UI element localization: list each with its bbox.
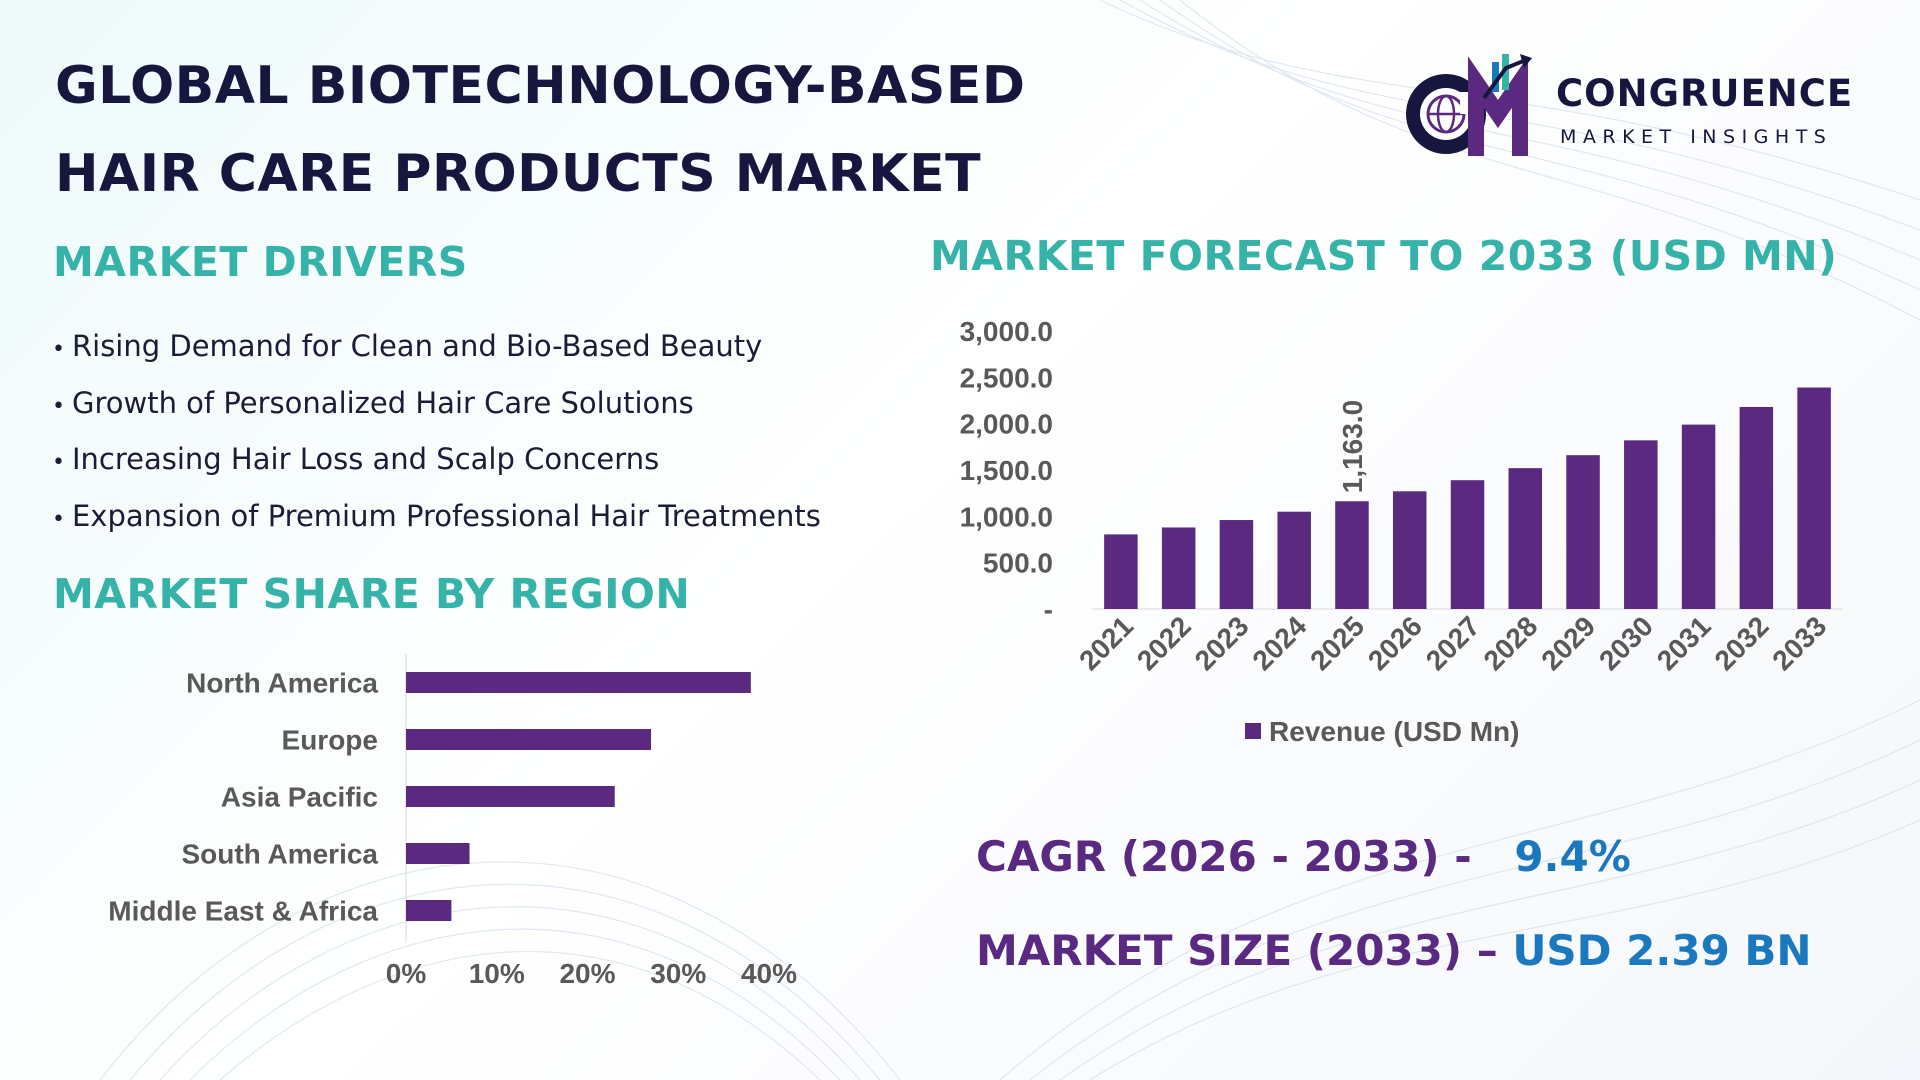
- forecast-bar: [1277, 511, 1311, 609]
- logo-name: CONGRUENCE: [1556, 72, 1854, 115]
- forecast-data-label: 1,163.0: [1337, 400, 1368, 493]
- region-bar: [406, 786, 615, 807]
- region-x-tick-label: 20%: [559, 958, 615, 989]
- forecast-x-tick-label: 2033: [1766, 610, 1832, 676]
- forecast-bar: [1681, 424, 1716, 609]
- cagr-label: CAGR (2026 - 2033) -: [976, 832, 1472, 881]
- forecast-y-tick-label: 3,000.0: [960, 316, 1053, 347]
- forecast-x-tick-label: 2024: [1246, 610, 1312, 676]
- forecast-y-tick-label: 2,500.0: [960, 362, 1053, 393]
- cagr-value: 9.4%: [1514, 832, 1631, 881]
- region-category-label: Europe: [282, 725, 378, 756]
- market-size-value: USD 2.39 BN: [1512, 926, 1812, 975]
- driver-item: Increasing Hair Loss and Scalp Concerns: [52, 433, 821, 490]
- drivers-list: Rising Demand for Clean and Bio-Based Be…: [52, 320, 821, 546]
- region-bar: [406, 900, 452, 921]
- forecast-bar: [1797, 387, 1831, 609]
- market-size-stat: MARKET SIZE (2033) – USD 2.39 BN: [976, 926, 1812, 975]
- forecast-y-tick-label: 1,000.0: [960, 501, 1053, 532]
- forecast-bar: [1392, 491, 1427, 609]
- region-bar: [406, 843, 470, 864]
- forecast-y-tick-label: 500.0: [983, 548, 1053, 579]
- legend-swatch: [1245, 723, 1261, 739]
- forecast-bar: [1335, 501, 1369, 609]
- legend-label: Revenue (USD Mn): [1269, 716, 1520, 747]
- forecast-x-tick-label: 2031: [1651, 610, 1717, 676]
- region-category-label: South America: [181, 839, 378, 870]
- region-category-label: North America: [186, 668, 378, 699]
- region-category-label: Asia Pacific: [221, 782, 378, 813]
- forecast-x-tick-label: 2022: [1131, 610, 1197, 676]
- market-size-label: MARKET SIZE (2033) –: [976, 926, 1498, 975]
- region-bar: [406, 672, 751, 693]
- forecast-bar: [1161, 527, 1196, 609]
- forecast-x-tick-label: 2027: [1420, 610, 1486, 676]
- cagr-stat: CAGR (2026 - 2033) - 9.4%: [976, 832, 1631, 881]
- page-title-line-2: HAIR CARE PRODUCTS MARKET: [55, 144, 982, 204]
- forecast-y-tick-label: 2,000.0: [960, 409, 1053, 440]
- forecast-x-tick-label: 2028: [1478, 610, 1544, 676]
- page-title: GLOBAL BIOTECHNOLOGY-BASED HAIR CARE PRO…: [55, 42, 1026, 218]
- cm-logo-mark-icon: [1406, 54, 1532, 156]
- forecast-x-tick-label: 2021: [1073, 610, 1139, 676]
- market-drivers-heading: MARKET DRIVERS: [53, 238, 468, 286]
- forecast-x-tick-label: 2032: [1709, 610, 1775, 676]
- driver-item: Expansion of Premium Professional Hair T…: [52, 490, 821, 547]
- region-bar: [406, 729, 652, 750]
- logo-subtitle: MARKET INSIGHTS: [1560, 126, 1833, 148]
- forecast-legend: Revenue (USD Mn): [1245, 716, 1519, 748]
- region-share-heading: MARKET SHARE BY REGION: [53, 570, 691, 618]
- forecast-y-tick-label: -: [1044, 594, 1053, 625]
- region-x-tick-label: 10%: [469, 958, 525, 989]
- forecast-x-tick-label: 2023: [1189, 610, 1255, 676]
- region-x-tick-label: 30%: [650, 958, 706, 989]
- company-logo: CONGRUENCE MARKET INSIGHTS: [1398, 52, 1868, 162]
- forecast-x-tick-label: 2030: [1593, 610, 1659, 676]
- driver-item: Growth of Personalized Hair Care Solutio…: [52, 377, 821, 434]
- forecast-bar: [1508, 468, 1543, 609]
- forecast-y-tick-label: 1,500.0: [960, 455, 1053, 486]
- forecast-x-tick-label: 2026: [1362, 610, 1428, 676]
- region-x-tick-label: 40%: [741, 958, 797, 989]
- page-title-line-1: GLOBAL BIOTECHNOLOGY-BASED: [55, 56, 1026, 116]
- forecast-bar: [1104, 534, 1138, 609]
- driver-item: Rising Demand for Clean and Bio-Based Be…: [52, 320, 821, 377]
- region-x-tick-label: 0%: [386, 958, 427, 989]
- forecast-heading: MARKET FORECAST TO 2033 (USD MN): [930, 232, 1838, 280]
- forecast-bar: [1624, 440, 1658, 609]
- forecast-bar: [1219, 520, 1254, 609]
- forecast-bar: [1450, 480, 1485, 609]
- forecast-x-tick-label: 2025: [1304, 610, 1370, 676]
- forecast-bar: [1566, 455, 1600, 609]
- forecast-bar: [1739, 406, 1774, 609]
- forecast-x-tick-label: 2029: [1535, 610, 1601, 676]
- region-category-label: Middle East & Africa: [108, 896, 378, 927]
